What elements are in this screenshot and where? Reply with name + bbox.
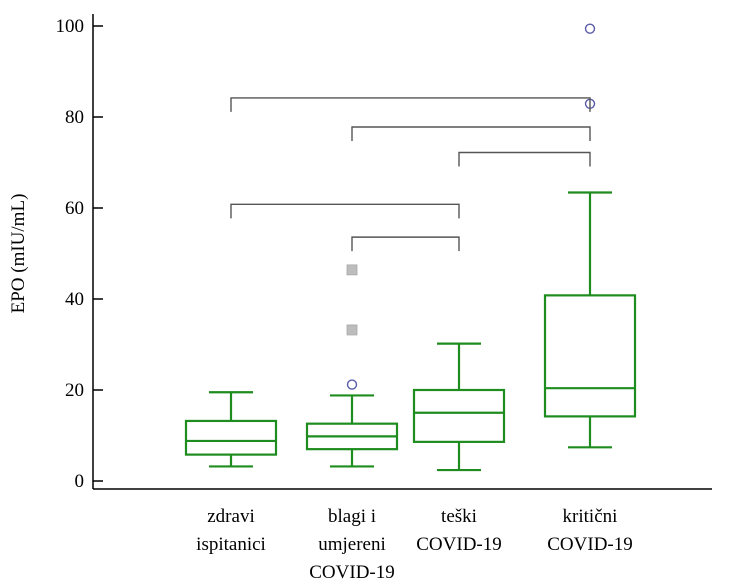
y-tick-label-40: 40 [65,289,84,310]
category-label-1-line-1: zdravi [207,506,254,527]
category-label-3-line-1: teški [441,506,477,527]
y-axis-title: EPO (mIU/mL) [8,194,29,314]
box-4-iqr [543,294,637,418]
category-label-2-line-2: umjereni [318,534,386,555]
significance-bracket-2 [351,126,591,142]
significance-bracket-3 [458,151,591,167]
significance-bracket-4 [230,203,460,219]
y-tick-label-100: 100 [56,16,85,37]
category-label-2-line-3: COVID-19 [309,562,395,582]
box-4-outlier-2 [584,23,596,34]
y-tick-label-60: 60 [65,198,84,219]
category-label-2-line-1: blagi i [328,506,376,527]
significance-bracket-1 [230,97,591,112]
y-tick-label-20: 20 [65,380,84,401]
box-2-outlier-2 [346,324,358,336]
category-label-3-line-2: COVID-19 [416,534,502,555]
box-3-iqr [412,388,506,443]
y-tick-label-0: 0 [75,471,85,492]
y-tick-label-80: 80 [65,107,84,128]
box-2-outlier-1 [346,379,358,390]
category-label-4-line-2: COVID-19 [547,534,633,555]
category-label-4-line-1: kritični [563,506,618,527]
box-1-iqr [184,419,278,456]
box-2-outlier-3 [346,264,358,276]
significance-bracket-5 [351,236,460,252]
category-label-1-line-2: ispitanici [196,534,266,555]
